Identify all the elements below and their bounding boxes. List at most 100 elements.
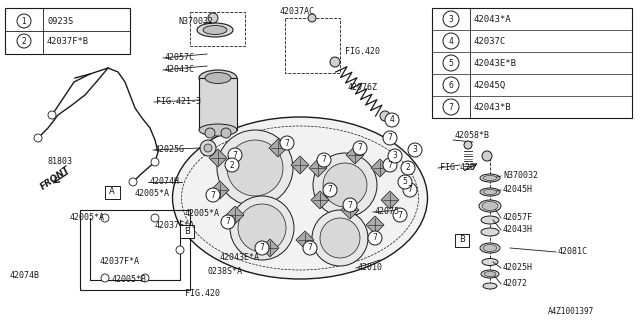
Text: 7: 7 [358,143,362,153]
Text: 42074B: 42074B [10,271,40,281]
Text: 6: 6 [449,81,453,90]
Circle shape [129,178,137,186]
Circle shape [323,163,367,207]
Circle shape [408,143,422,157]
Circle shape [204,144,212,152]
Text: 7: 7 [348,201,353,210]
Text: 42037AC: 42037AC [280,7,315,17]
Circle shape [482,151,492,161]
Ellipse shape [483,175,497,180]
Text: 2: 2 [406,164,410,172]
Circle shape [312,210,368,266]
Circle shape [221,215,235,229]
Text: 42074H: 42074H [150,178,180,187]
Text: 42072: 42072 [503,279,528,289]
Circle shape [383,158,397,172]
Polygon shape [341,201,359,219]
Text: 7: 7 [225,218,230,227]
Text: 42043H: 42043H [503,226,533,235]
Ellipse shape [173,117,428,279]
Bar [455,234,469,247]
Text: 3: 3 [449,14,453,23]
Text: 42037C: 42037C [474,36,506,45]
Text: 42025G: 42025G [155,146,185,155]
Circle shape [443,77,459,93]
Text: 42037F*A: 42037F*A [100,258,140,267]
Circle shape [200,140,216,156]
Ellipse shape [483,244,497,252]
Text: 0238S*A: 0238S*A [208,268,243,276]
Text: 7: 7 [211,190,216,199]
Text: FIG.420: FIG.420 [345,47,380,57]
Text: A4Z1001397: A4Z1001397 [548,308,595,316]
Circle shape [228,148,242,162]
Circle shape [151,214,159,222]
Bar [105,186,120,199]
Circle shape [227,140,283,196]
Circle shape [380,111,390,121]
Circle shape [208,13,218,23]
Circle shape [443,11,459,27]
Ellipse shape [481,216,499,224]
Text: 42043E*B: 42043E*B [474,59,517,68]
Text: 42037F*A: 42037F*A [155,221,195,230]
Circle shape [368,231,382,245]
Circle shape [17,34,31,48]
Circle shape [206,188,220,202]
Ellipse shape [482,259,498,266]
Text: 5: 5 [449,59,453,68]
Text: 7: 7 [408,186,412,195]
Ellipse shape [483,189,497,195]
Bar [199,78,237,130]
Ellipse shape [199,124,237,136]
Bar [285,18,340,73]
Circle shape [443,55,459,71]
Circle shape [151,158,159,166]
Circle shape [330,57,340,67]
Text: 42010: 42010 [358,263,383,273]
Text: 42045Q: 42045Q [474,81,506,90]
Circle shape [323,183,337,197]
Ellipse shape [480,174,500,182]
Circle shape [34,134,42,142]
Text: 42057C: 42057C [165,53,195,62]
Ellipse shape [484,271,496,276]
Circle shape [230,196,294,260]
Circle shape [255,241,269,255]
Circle shape [398,175,412,189]
Circle shape [308,14,316,22]
Polygon shape [296,231,314,249]
Circle shape [464,141,472,149]
Bar [80,210,190,290]
Polygon shape [366,216,384,234]
Text: FRONT: FRONT [38,164,72,191]
Circle shape [205,128,215,138]
Text: 42045H: 42045H [503,186,533,195]
Circle shape [383,131,397,145]
Ellipse shape [203,26,227,35]
Polygon shape [261,239,279,257]
Circle shape [313,153,377,217]
Text: 4: 4 [390,116,394,124]
Polygon shape [309,159,327,177]
Text: 42043C: 42043C [165,66,195,75]
Text: 7: 7 [397,211,403,220]
Bar [432,8,632,118]
Text: 2: 2 [230,161,234,170]
Text: 7: 7 [321,156,326,164]
Text: 5: 5 [403,178,408,187]
Circle shape [303,241,317,255]
Text: 42043E*A: 42043E*A [220,253,260,262]
Polygon shape [211,181,229,199]
Ellipse shape [205,73,231,84]
Text: B: B [459,236,465,244]
Text: FIG.420: FIG.420 [185,290,220,299]
Ellipse shape [481,270,499,278]
Circle shape [48,111,56,119]
Polygon shape [291,156,309,174]
Text: 42043*B: 42043*B [474,102,511,111]
Polygon shape [346,146,364,164]
Ellipse shape [480,188,500,196]
Text: A: A [109,188,115,196]
Ellipse shape [197,23,233,37]
